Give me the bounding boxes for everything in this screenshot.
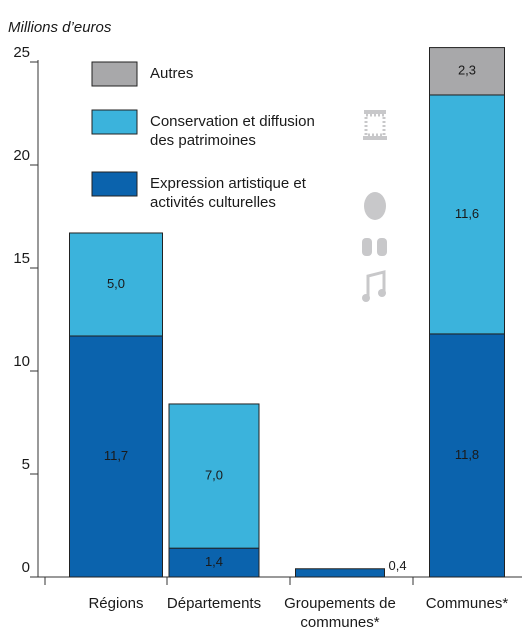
legend-swatch xyxy=(91,171,138,197)
value-label: 11,8 xyxy=(455,447,479,462)
value-label: 11,7 xyxy=(104,448,128,463)
y-tick-label: 25 xyxy=(13,44,30,61)
value-label: 1,4 xyxy=(205,554,223,569)
x-tick-label: Communes* xyxy=(425,595,509,612)
icon xyxy=(378,289,386,297)
x-tick-label: Départements xyxy=(166,595,262,612)
legend-label: Conservation et diffusion des patrimoine… xyxy=(150,113,315,149)
legend-swatch xyxy=(91,109,138,135)
icon xyxy=(377,238,387,256)
icons xyxy=(362,110,387,302)
value-label: 2,3 xyxy=(458,63,476,78)
icon xyxy=(364,110,386,114)
value-label: 7,0 xyxy=(205,467,223,482)
legend-label: Autres xyxy=(150,65,194,82)
bar-segment xyxy=(429,47,505,96)
bar-segment xyxy=(295,568,385,578)
legend-swatch xyxy=(91,61,138,87)
value-label: 11,6 xyxy=(455,206,479,221)
bar-segment xyxy=(168,403,260,549)
value-label: 0,4 xyxy=(389,558,407,573)
bar-segment xyxy=(429,333,505,578)
icon xyxy=(363,136,387,140)
icon xyxy=(364,192,386,220)
bar-segment xyxy=(69,232,163,337)
y-axis-label: Millions d’euros xyxy=(8,19,112,36)
icon xyxy=(364,113,386,137)
y-tick-label: 0 xyxy=(22,559,30,576)
y-tick-label: 20 xyxy=(13,147,30,164)
y-tick-label: 10 xyxy=(13,353,30,370)
bar-segment xyxy=(168,547,260,578)
value-label: 5,0 xyxy=(107,276,125,291)
x-tick-label: Groupements de communes* xyxy=(284,595,396,631)
x-tick-label: Régions xyxy=(88,595,144,612)
legend-label: Expression artistique et activités cultu… xyxy=(150,175,306,211)
y-tick-label: 5 xyxy=(22,456,30,473)
icon xyxy=(366,270,386,298)
bar-segment xyxy=(429,94,505,335)
icon xyxy=(362,294,370,302)
y-tick-label: 15 xyxy=(13,250,30,267)
icon xyxy=(362,238,372,256)
bar-segment xyxy=(69,335,163,578)
